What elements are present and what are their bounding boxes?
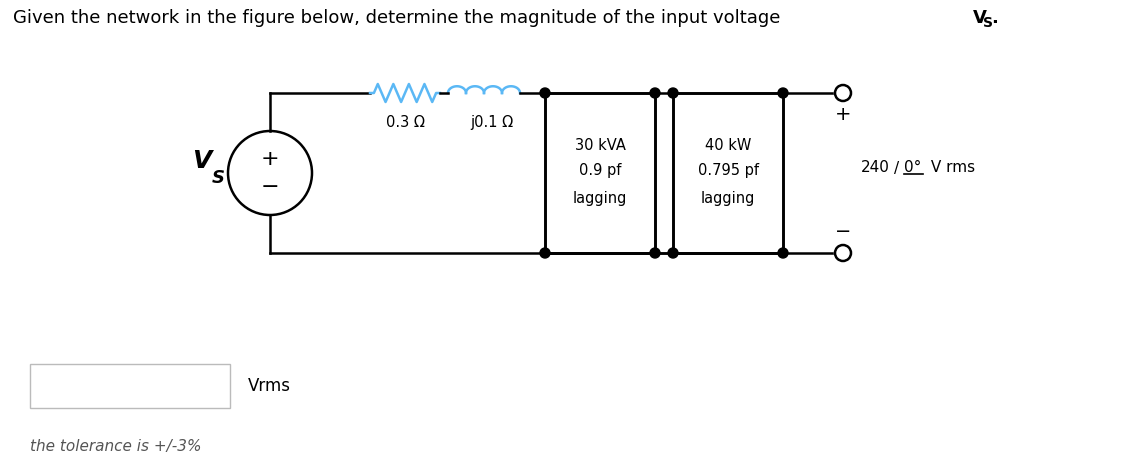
Text: 0.3 Ω: 0.3 Ω	[385, 115, 425, 130]
Text: 0.795 pf: 0.795 pf	[697, 163, 758, 178]
Circle shape	[540, 248, 550, 258]
Text: lagging: lagging	[701, 190, 755, 205]
Circle shape	[777, 88, 788, 98]
Text: 40 kW: 40 kW	[705, 138, 751, 153]
Text: V rms: V rms	[925, 161, 975, 176]
Text: 240: 240	[861, 161, 890, 176]
Text: Vrms: Vrms	[247, 377, 292, 395]
Text: lagging: lagging	[573, 190, 627, 205]
FancyBboxPatch shape	[673, 93, 783, 253]
Text: j0.1 Ω: j0.1 Ω	[470, 115, 513, 130]
Circle shape	[650, 88, 660, 98]
Text: −: −	[835, 221, 851, 241]
Text: V: V	[192, 149, 211, 173]
Text: S: S	[211, 169, 225, 187]
Text: .: .	[991, 9, 998, 27]
Text: S: S	[983, 16, 993, 30]
Circle shape	[777, 248, 788, 258]
Text: −: −	[261, 177, 279, 197]
Circle shape	[668, 248, 678, 258]
Circle shape	[650, 248, 660, 258]
Text: 0.9 pf: 0.9 pf	[579, 163, 622, 178]
FancyBboxPatch shape	[545, 93, 655, 253]
Circle shape	[540, 88, 550, 98]
FancyBboxPatch shape	[31, 364, 231, 408]
Text: 0°: 0°	[904, 161, 921, 176]
Text: the tolerance is +/-3%: the tolerance is +/-3%	[31, 439, 201, 453]
Text: +: +	[835, 105, 851, 124]
Text: V: V	[973, 9, 986, 27]
Circle shape	[668, 88, 678, 98]
Circle shape	[835, 85, 851, 101]
Text: 30 kVA: 30 kVA	[574, 138, 625, 153]
Text: /: /	[894, 161, 899, 176]
Circle shape	[835, 245, 851, 261]
Text: Given the network in the figure below, determine the magnitude of the input volt: Given the network in the figure below, d…	[14, 9, 786, 27]
Text: +: +	[261, 149, 279, 169]
